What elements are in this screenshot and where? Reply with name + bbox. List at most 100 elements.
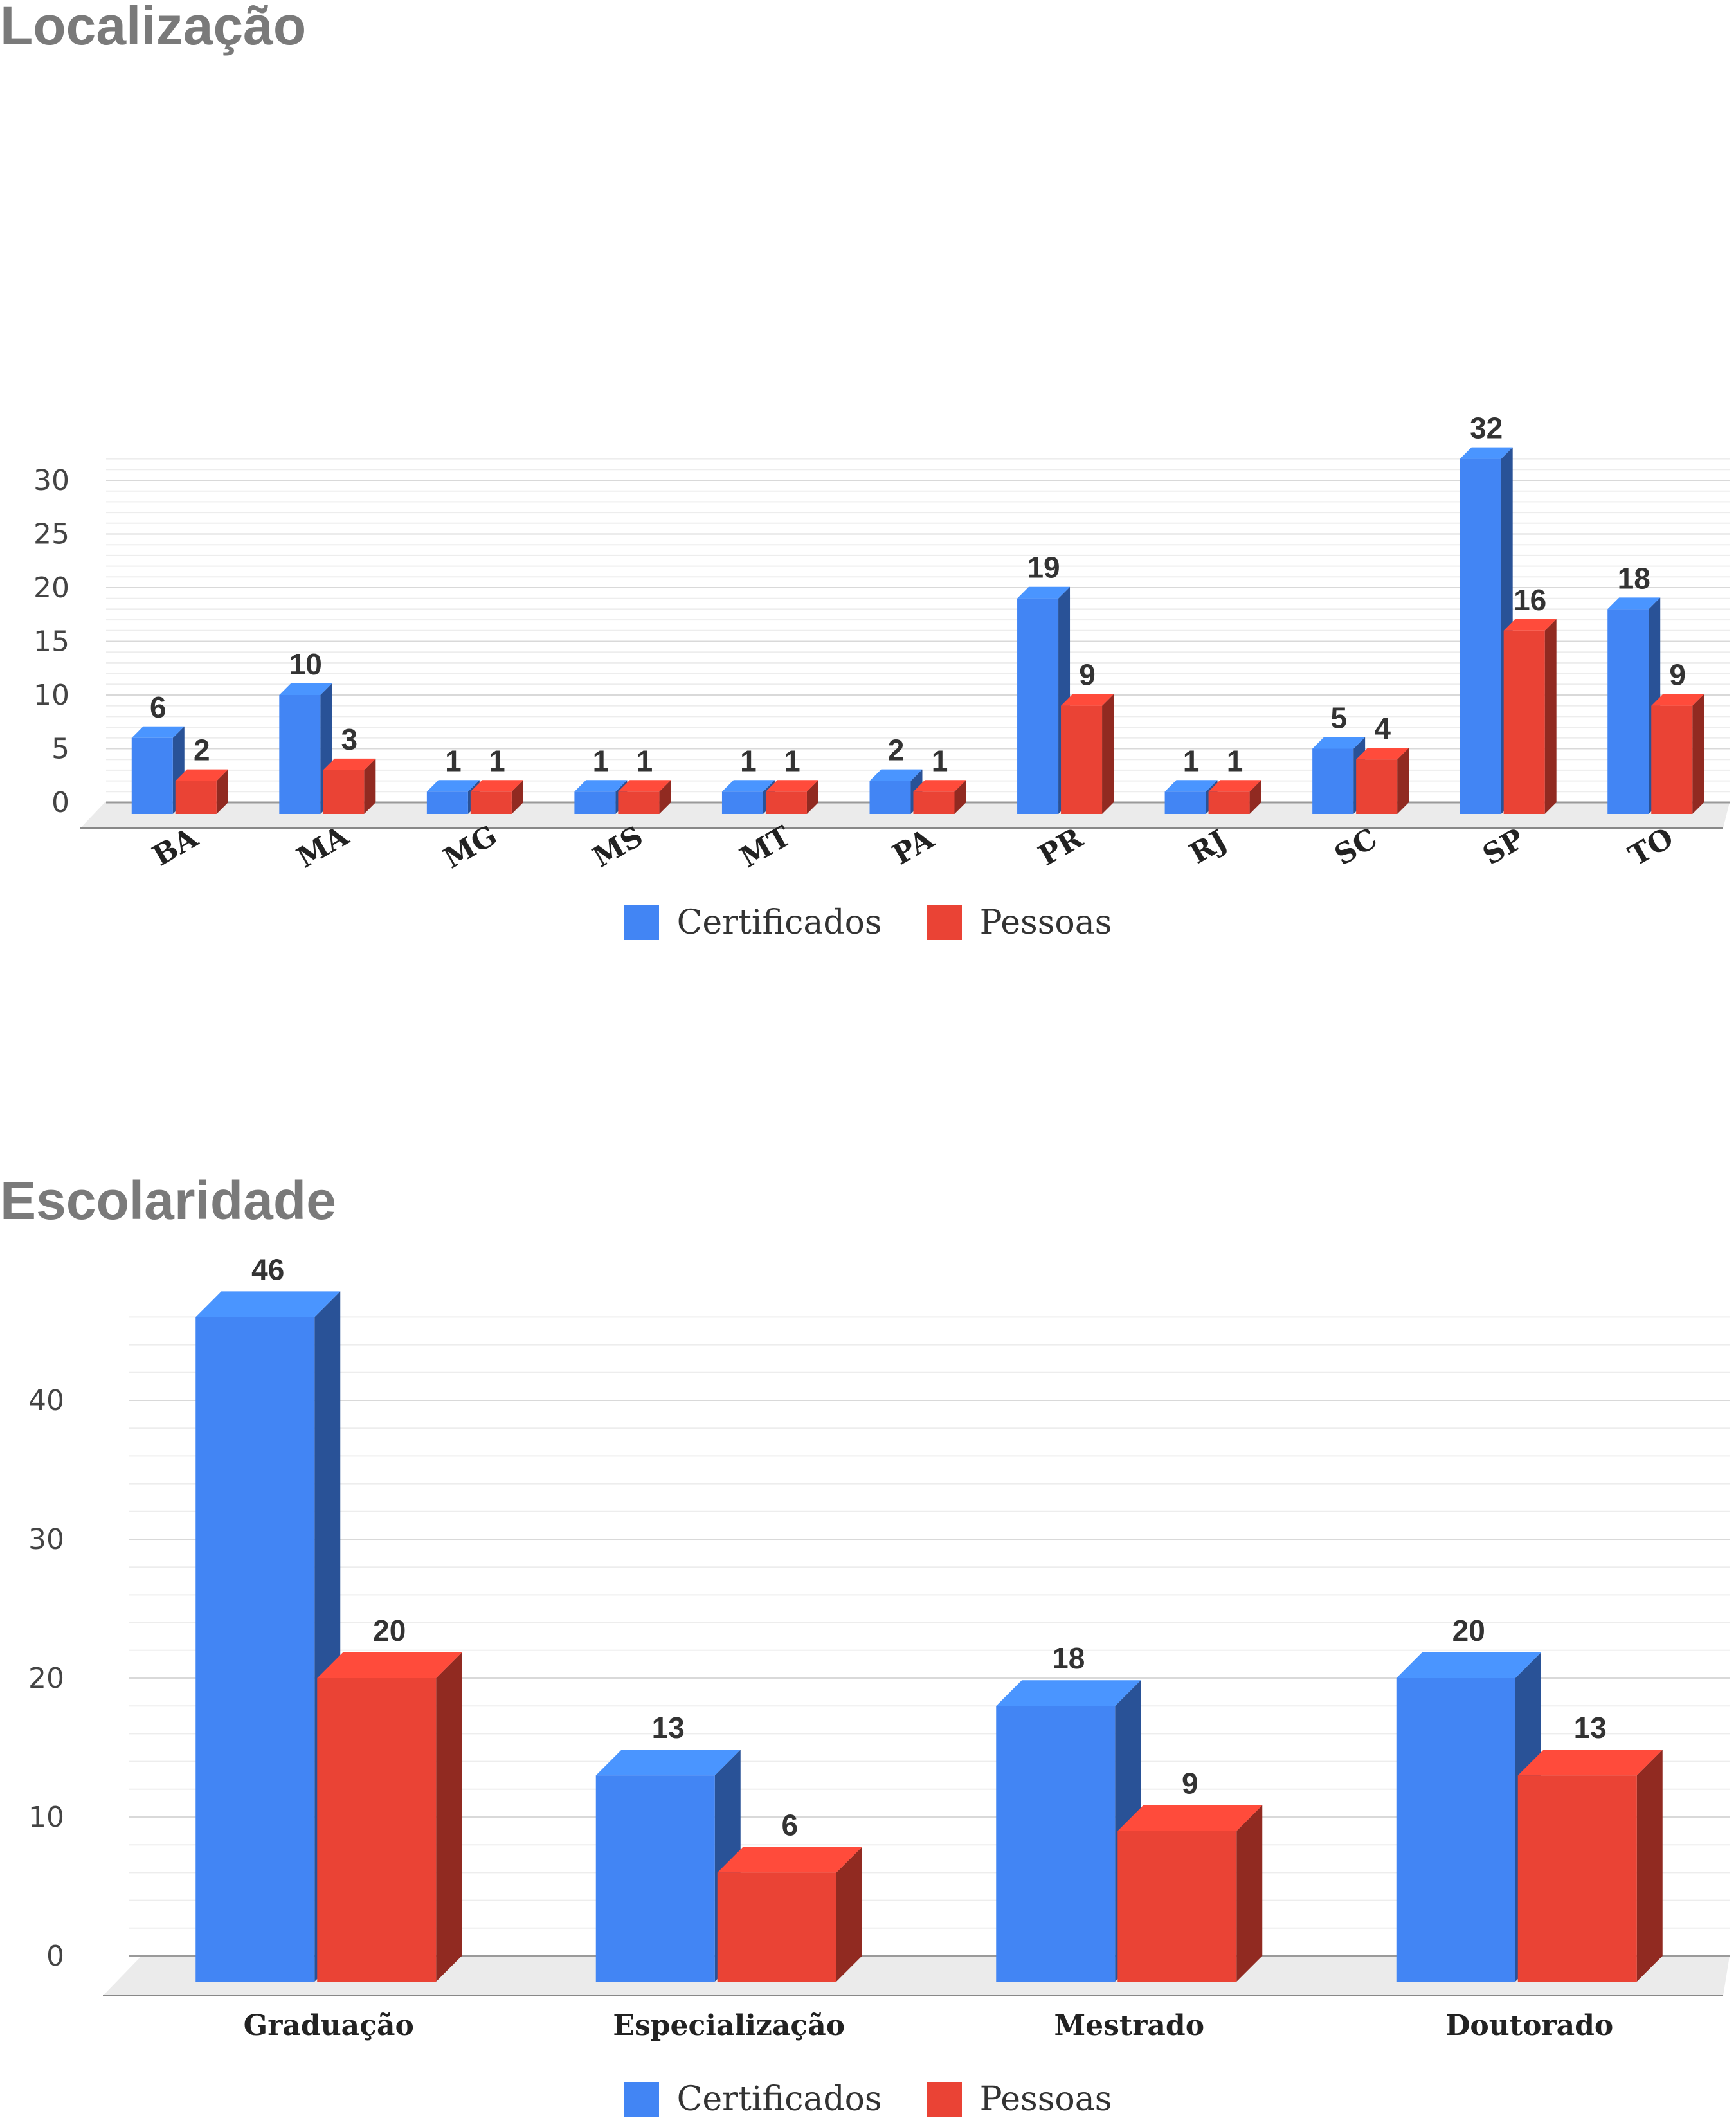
x-tick-label-to: TO — [1623, 822, 1679, 873]
data-label-certificados: 19 — [1027, 551, 1060, 584]
data-label-pessoas: 20 — [373, 1614, 406, 1647]
y-tick-label: 15 — [33, 626, 69, 658]
bar-side-pessoas — [659, 780, 671, 814]
bar-top-pessoas — [618, 780, 671, 792]
bar-group-to: 18 9 — [1607, 561, 1704, 814]
data-label-pessoas: 13 — [1574, 1711, 1607, 1744]
data-label-pessoas: 16 — [1514, 583, 1546, 617]
chart-localizacao: Localização 0 5 10 15 20 25 30 6 2 BA 10 3 MA 1 1 MG 1 1 M… — [0, 0, 1736, 1003]
bar-pessoas — [1503, 630, 1545, 814]
x-tick-label-pa: PA — [887, 822, 940, 872]
data-label-pessoas: 9 — [1669, 658, 1686, 692]
bar-pessoas — [323, 770, 365, 814]
x-tick-label-especializacao: Especialização — [613, 2009, 845, 2042]
bar-top-certificados — [721, 780, 775, 792]
bar-certificados — [1164, 791, 1206, 814]
x-tick-label-graduacao: Graduação — [244, 2009, 414, 2042]
data-label-certificados: 46 — [251, 1252, 284, 1286]
bar-certificados — [1460, 458, 1501, 814]
bar-side-pessoas — [806, 780, 818, 814]
bar-group-especializacao: 13 6 — [595, 1711, 862, 1982]
bar-top-certificados — [574, 780, 628, 792]
data-label-pessoas: 9 — [1079, 658, 1096, 692]
bar-top-pessoas — [1208, 780, 1261, 792]
bar-top-certificados — [996, 1680, 1141, 1706]
y-tick-label: 25 — [33, 518, 69, 551]
bar-top-certificados — [869, 769, 923, 781]
bar-top-certificados — [195, 1291, 341, 1317]
chart-title-localizacao: Localização — [0, 0, 307, 56]
bar-certificados — [1607, 609, 1649, 814]
bar-top-certificados — [1017, 586, 1071, 599]
bar-pessoas — [1517, 1775, 1637, 1982]
x-tick-label-ba: BA — [147, 821, 204, 873]
bar-top-pessoas — [317, 1652, 462, 1678]
y-tick-label: 20 — [28, 1662, 64, 1695]
data-label-pessoas: 1 — [489, 744, 505, 777]
bar-side-pessoas — [1249, 780, 1261, 814]
legend-label-certificados: Certificados — [676, 2080, 882, 2119]
bar-top-certificados — [1396, 1652, 1541, 1678]
data-label-certificados: 2 — [888, 734, 905, 767]
bar-certificados — [1312, 748, 1354, 814]
bar-top-pessoas — [323, 758, 376, 770]
bar-top-pessoas — [765, 780, 818, 792]
data-label-certificados: 1 — [445, 744, 462, 777]
y-tick-label: 5 — [51, 733, 69, 766]
bar-pessoas — [470, 791, 512, 814]
bar-side-pessoas — [836, 1847, 862, 1982]
data-label-certificados: 10 — [289, 647, 322, 681]
bar-top-pessoas — [1651, 694, 1704, 706]
bar-side-pessoas — [511, 780, 523, 814]
y-tick-label: 30 — [33, 464, 69, 497]
bar-pessoas — [1208, 791, 1250, 814]
bar-top-pessoas — [1517, 1750, 1663, 1776]
x-tick-label-doutorado: Doutorado — [1445, 2009, 1613, 2042]
data-label-certificados: 18 — [1052, 1641, 1085, 1675]
bar-pessoas — [1061, 705, 1103, 814]
bar-side-pessoas — [216, 769, 228, 814]
bar-top-pessoas — [717, 1847, 862, 1873]
y-tick-label: 0 — [46, 1940, 64, 1973]
bar-pessoas — [717, 1872, 836, 1982]
data-label-pessoas: 4 — [1374, 712, 1391, 745]
data-label-pessoas: 6 — [781, 1808, 798, 1841]
x-tick-label-pr: PR — [1033, 822, 1089, 873]
bar-top-pessoas — [913, 780, 966, 792]
bar-certificados — [1017, 598, 1059, 814]
legend-swatch-pessoas — [927, 2082, 962, 2117]
data-label-pessoas: 2 — [194, 734, 210, 767]
bar-side-pessoas — [1636, 1750, 1663, 1982]
bar-side-pessoas — [1397, 748, 1409, 814]
y-tick-label: 40 — [28, 1384, 64, 1417]
bar-top-certificados — [1312, 737, 1366, 749]
chart-escolaridade: Escolaridade 0 10 20 30 40 46 20 Graduação 13 6 Es… — [0, 1164, 1736, 2125]
bar-pessoas — [765, 791, 807, 814]
x-tick-label-sc: SC — [1329, 822, 1382, 873]
y-tick-label: 30 — [28, 1523, 64, 1556]
legend-swatch-pessoas — [927, 905, 962, 940]
bar-top-pessoas — [1117, 1805, 1263, 1831]
data-label-certificados: 13 — [652, 1711, 685, 1744]
bar-certificados — [869, 781, 911, 814]
data-label-certificados: 32 — [1470, 411, 1503, 445]
data-label-certificados: 1 — [740, 744, 757, 777]
bar-group-graduacao: 46 20 — [195, 1252, 462, 1982]
bar-certificados — [574, 791, 616, 814]
chart-floor — [103, 1956, 1730, 1996]
bar-pessoas — [1356, 759, 1398, 814]
data-label-pessoas: 1 — [637, 744, 653, 777]
legend-label-pessoas: Pessoas — [979, 903, 1112, 942]
bar-pessoas — [1117, 1831, 1237, 1982]
bar-top-certificados — [1607, 597, 1661, 610]
bar-certificados — [595, 1775, 715, 1982]
data-label-certificados: 6 — [150, 691, 167, 724]
data-label-pessoas: 1 — [784, 744, 800, 777]
legend-item-certificados: Certificados — [624, 903, 882, 942]
bar-top-pessoas — [470, 780, 523, 792]
bar-top-pessoas — [1356, 748, 1409, 760]
y-tick-label: 20 — [33, 572, 69, 604]
